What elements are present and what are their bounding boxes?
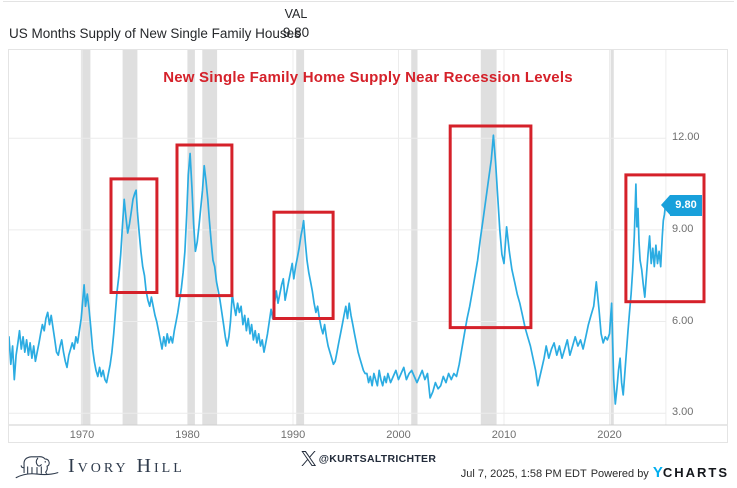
y-axis-label: 6.00 xyxy=(672,314,694,327)
x-handle: @KURTSALTRICHTER xyxy=(300,451,437,466)
chart-plot xyxy=(9,50,727,426)
supply-line-series xyxy=(9,134,667,405)
x-axis-label: 2020 xyxy=(597,429,622,441)
val-column-value: 9.80 xyxy=(282,25,310,40)
top-divider xyxy=(3,1,734,2)
series-name: US Months Supply of New Single Family Ho… xyxy=(9,26,301,41)
recession-highlight-box xyxy=(272,210,335,320)
brand-name: Ivory Hill xyxy=(68,454,185,477)
y-axis-label: 9.00 xyxy=(672,222,694,235)
recession-band xyxy=(80,50,91,425)
x-logo-icon xyxy=(300,451,316,466)
current-value-label: 9.80 xyxy=(675,198,697,211)
x-axis-label: 1970 xyxy=(69,429,95,441)
badge-pointer-icon xyxy=(661,194,670,215)
ycharts-logo: YCHARTS xyxy=(652,464,729,481)
recession-band xyxy=(122,50,138,425)
ivory-hill-brand: Ivory Hill xyxy=(14,446,185,482)
current-value-badge: 9.80 xyxy=(661,194,702,216)
timestamp: Jul 7, 2025, 1:58 PM EDT xyxy=(460,468,587,480)
timestamp-bar: Jul 7, 2025, 1:58 PM EDT Powered by YCHA… xyxy=(461,464,729,481)
powered-by-label: Powered by xyxy=(590,468,649,480)
recession-band xyxy=(187,50,195,425)
chart-title: New Single Family Home Supply Near Reces… xyxy=(163,69,573,86)
val-column-header: VAL xyxy=(284,7,308,21)
chart-card: New Single Family Home Supply Near Reces… xyxy=(8,49,728,443)
recession-band xyxy=(480,50,497,425)
recession-highlight-box xyxy=(448,124,533,330)
x-axis-label: 1990 xyxy=(280,429,306,441)
recession-highlight-box xyxy=(175,143,234,298)
y-axis-label: 3.00 xyxy=(672,406,694,419)
x-axis-label: 2010 xyxy=(491,429,517,441)
x-handle-text: @KURTSALTRICHTER xyxy=(318,453,437,465)
recession-band xyxy=(610,50,614,425)
recession-highlight-box xyxy=(624,173,706,304)
x-axis-label: 1980 xyxy=(175,429,200,441)
recession-band xyxy=(411,50,418,425)
recession-band xyxy=(202,50,218,425)
y-axis-label: 12.00 xyxy=(672,131,700,144)
x-axis-label: 2000 xyxy=(386,429,411,441)
recession-highlight-box xyxy=(109,177,159,294)
elephant-logo-icon xyxy=(15,456,59,479)
